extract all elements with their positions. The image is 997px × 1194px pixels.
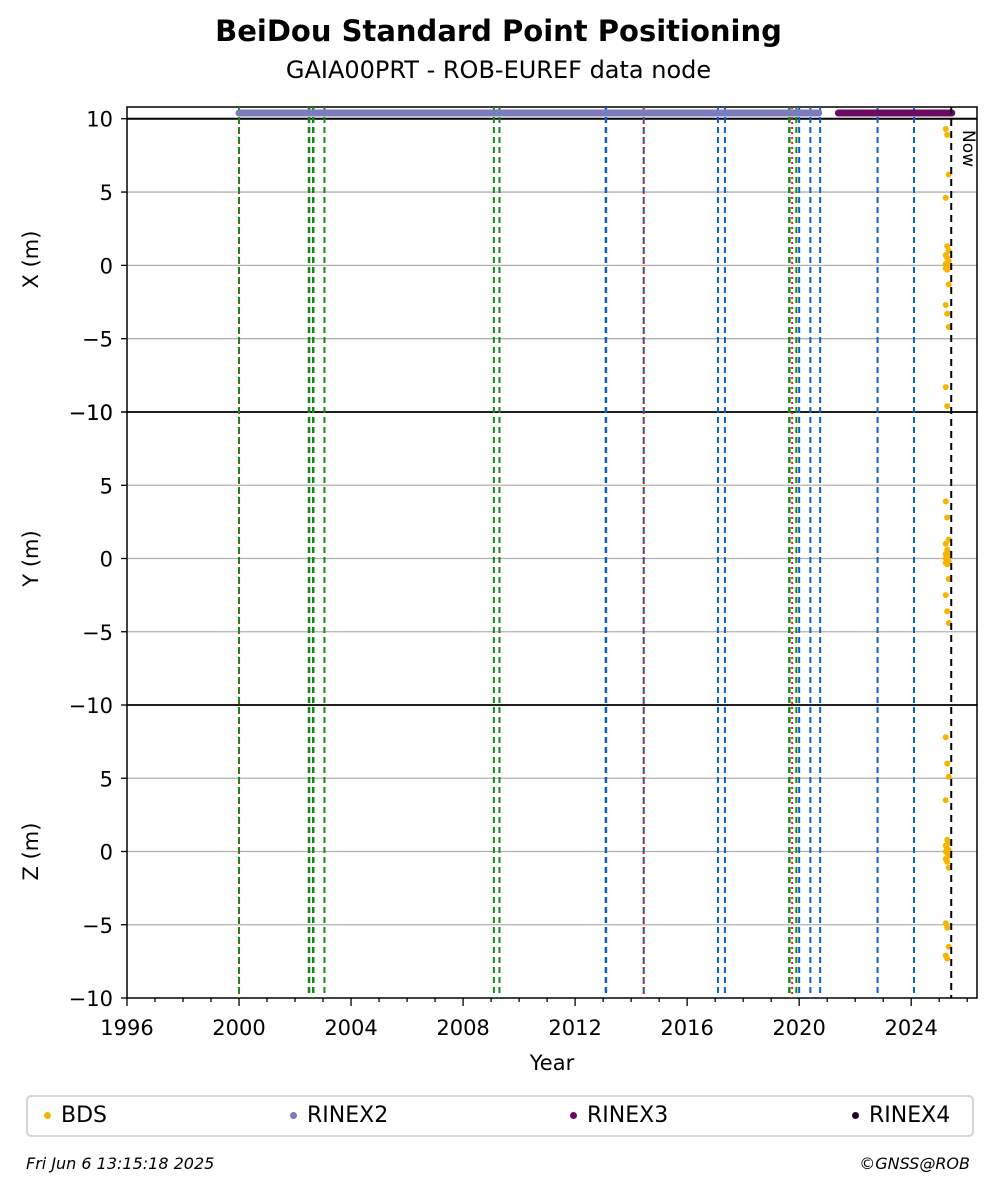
bds-point: [944, 514, 951, 521]
y-tick-label: −5: [82, 914, 113, 938]
legend-marker-rinex3: [570, 1112, 577, 1119]
bds-point: [944, 310, 951, 317]
y-tick-label: −10: [69, 401, 113, 425]
panel-frame: [126, 106, 978, 413]
bds-point: [942, 125, 949, 132]
bds-point: [942, 592, 949, 599]
panel-frame: [126, 704, 978, 999]
y-tick-label: 10: [86, 108, 113, 132]
bds-point: [945, 773, 952, 780]
now-label: Now: [958, 130, 978, 167]
bds-point: [942, 734, 949, 741]
bds-point: [942, 540, 949, 547]
bds-point: [944, 131, 951, 138]
x-tick-label: 2008: [436, 1016, 489, 1040]
x-tick-label: 2020: [772, 1016, 825, 1040]
y-tick-label: 5: [100, 474, 113, 498]
y-tick-label: 0: [100, 254, 113, 278]
chart-subtitle: GAIA00PRT - ROB-EUREF data node: [285, 56, 712, 84]
x-tick-label: 2012: [548, 1016, 601, 1040]
bds-point: [944, 955, 951, 962]
bds-point: [944, 760, 951, 767]
bds-point: [944, 858, 951, 865]
bds-point: [945, 281, 952, 288]
y-tick-label: −10: [69, 987, 113, 1011]
bds-point: [944, 608, 951, 615]
legend-marker-rinex2: [290, 1112, 297, 1119]
footer-copyright: ©GNSS@ROB: [859, 1154, 970, 1173]
bds-point: [944, 561, 951, 568]
bds-point: [942, 301, 949, 308]
bds-point: [942, 797, 949, 804]
x-axis-label: Year: [529, 1051, 575, 1075]
legend-label-rinex2: RINEX2: [307, 1103, 389, 1128]
legend-marker-rinex4: [852, 1112, 859, 1119]
legend-item-bds: BDS: [44, 1103, 107, 1128]
y-tick-label: −10: [69, 694, 113, 718]
legend-label-rinex4: RINEX4: [869, 1103, 951, 1128]
bds-point: [944, 924, 951, 931]
legend-item-rinex3: RINEX3: [570, 1103, 668, 1128]
x-tick-label: 2000: [212, 1016, 265, 1040]
bds-point: [942, 498, 949, 505]
y-tick-label: −5: [82, 328, 113, 352]
footer-timestamp: Fri Jun 6 13:15:18 2025: [26, 1154, 215, 1173]
legend-item-rinex2: RINEX2: [290, 1103, 388, 1128]
y-axis-label: Z (m): [19, 823, 43, 881]
chart-title: BeiDou Standard Point Positioning: [215, 14, 782, 48]
legend-item-rinex4: RINEX4: [852, 1103, 950, 1128]
y-tick-label: 0: [100, 548, 113, 572]
legend: BDS RINEX2 RINEX3 RINEX4: [26, 1095, 974, 1137]
legend-label-bds: BDS: [61, 1103, 107, 1128]
y-tick-label: −10: [69, 401, 113, 425]
y-tick-label: −5: [82, 621, 113, 645]
bds-point: [944, 403, 951, 410]
x-tick-label: 2024: [884, 1016, 937, 1040]
x-tick-label: 2016: [660, 1016, 713, 1040]
y-axis-label: Y (m): [19, 530, 43, 587]
y-tick-label: 5: [100, 181, 113, 205]
bds-point: [942, 384, 949, 391]
x-tick-label: 1996: [100, 1016, 153, 1040]
y-tick-label: 5: [100, 767, 113, 791]
y-tick-label: 0: [100, 841, 113, 865]
legend-label-rinex3: RINEX3: [587, 1103, 669, 1128]
bds-point: [944, 266, 951, 273]
x-tick-label: 2004: [324, 1016, 377, 1040]
legend-marker-bds: [44, 1112, 51, 1119]
bds-point: [942, 194, 949, 201]
y-axis-label: X (m): [19, 231, 43, 289]
